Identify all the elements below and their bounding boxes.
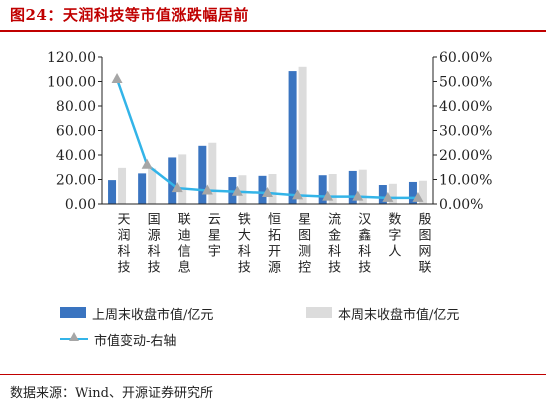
line-change-series bbox=[115, 78, 418, 200]
legend-swatch-change-marker bbox=[69, 332, 79, 341]
line-point-marker bbox=[262, 186, 273, 197]
y-right-tick-label: 0.00% bbox=[439, 197, 483, 213]
legend-label-curr: 本周末收盘市值/亿元 bbox=[338, 308, 460, 323]
bar-prev-week bbox=[198, 145, 207, 204]
bar-prev-week bbox=[348, 170, 357, 204]
x-tick-label: 殷图网联 bbox=[415, 212, 431, 276]
y-left-tick-label: 60.00 bbox=[56, 124, 96, 140]
bar-curr-week bbox=[148, 168, 157, 204]
bar-prev-week bbox=[408, 181, 417, 204]
y-right-tick-label: 40.00% bbox=[439, 99, 492, 115]
bar-curr-week bbox=[418, 180, 427, 204]
bar-line-chart: 0.00 20.00 40.00 60.00 80.00 100.00 120.00 0.00… bbox=[47, 50, 492, 276]
x-tick-label: 云星宇 bbox=[205, 212, 221, 260]
line-point-marker bbox=[292, 189, 304, 200]
legend-swatch-prev bbox=[60, 307, 86, 318]
bar-prev-week bbox=[318, 175, 327, 204]
bar-curr-week bbox=[388, 183, 397, 204]
y-left-tick-label: 40.00 bbox=[56, 148, 96, 164]
x-tick-label: 恒拓开源 bbox=[265, 212, 281, 276]
line-point-marker bbox=[201, 184, 213, 195]
line-point-marker bbox=[231, 185, 243, 196]
line-point-marker bbox=[412, 191, 424, 202]
bar-curr-week bbox=[358, 169, 367, 204]
y-right-tick-label: 60.00% bbox=[439, 50, 492, 66]
chart-title: 图24：天润科技等市值涨跌幅居前 bbox=[10, 6, 249, 24]
line-point-marker bbox=[352, 190, 364, 201]
legend-swatch-curr bbox=[306, 307, 332, 318]
line-point-marker bbox=[141, 158, 153, 169]
y-left-tick-label: 100.00 bbox=[47, 75, 96, 91]
bar-prev-week bbox=[138, 173, 147, 204]
source-rule bbox=[0, 374, 546, 375]
legend-label-change: 市值变动-右轴 bbox=[94, 334, 177, 349]
x-tick-label: 天润科技 bbox=[115, 212, 131, 276]
x-tick-label: 星图测控 bbox=[295, 212, 311, 276]
bar-curr-week bbox=[118, 167, 127, 204]
legend-label-prev: 上周末收盘市值/亿元 bbox=[92, 308, 214, 323]
bar-curr-week bbox=[268, 173, 277, 204]
title-rule bbox=[0, 30, 546, 32]
y-left-tick-label: 0.00 bbox=[65, 197, 96, 213]
line-point-marker bbox=[111, 73, 123, 84]
bar-prev-week bbox=[108, 180, 117, 204]
bar-curr-week bbox=[328, 173, 337, 204]
y-right-tick-label: 20.00% bbox=[439, 148, 492, 164]
y-right-tick-label: 10.00% bbox=[439, 173, 492, 189]
y-right-tick-label: 50.00% bbox=[439, 75, 492, 91]
bar-prev-week bbox=[258, 175, 267, 204]
bar-curr-week bbox=[178, 154, 187, 204]
bar-curr-week bbox=[208, 142, 217, 204]
y-left-tick-label: 120.00 bbox=[47, 50, 96, 66]
y-left-tick-label: 80.00 bbox=[56, 99, 96, 115]
bar-curr-week bbox=[238, 175, 247, 204]
x-tick-label: 铁大科技 bbox=[235, 212, 251, 276]
x-tick-label: 国源科技 bbox=[145, 212, 161, 276]
x-tick-label: 流金科技 bbox=[325, 212, 341, 276]
bar-curr-week bbox=[298, 66, 307, 204]
x-tick-label: 数字人 bbox=[385, 212, 401, 260]
x-tick-label: 联迪信息 bbox=[175, 212, 191, 276]
x-tick-label: 汉鑫科技 bbox=[355, 212, 371, 276]
y-right-tick-label: 30.00% bbox=[439, 124, 492, 140]
line-point-marker bbox=[322, 190, 334, 201]
line-point-marker bbox=[382, 191, 394, 202]
y-left-tick-label: 20.00 bbox=[56, 173, 96, 189]
bar-prev-week bbox=[168, 157, 177, 204]
bar-prev-week bbox=[378, 185, 387, 204]
bar-prev-week bbox=[288, 71, 297, 205]
line-point-marker bbox=[171, 182, 183, 193]
source-note: 数据来源：Wind、开源证券研究所 bbox=[10, 386, 213, 401]
